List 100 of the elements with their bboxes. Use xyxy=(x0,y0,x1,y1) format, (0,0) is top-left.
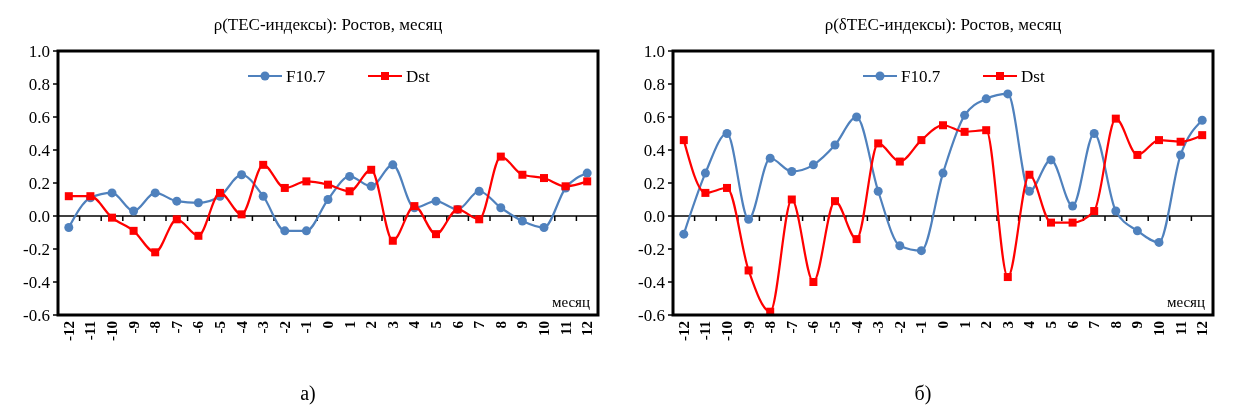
point xyxy=(172,215,181,224)
text: б) xyxy=(914,382,932,405)
legend-label: F10.7 xyxy=(901,67,941,86)
point xyxy=(518,170,527,179)
point xyxy=(679,229,689,239)
point xyxy=(917,136,926,145)
point xyxy=(345,171,355,181)
x-tick-label: -10 xyxy=(719,321,735,341)
point xyxy=(475,215,484,224)
point xyxy=(388,236,397,245)
x-tick-label: 8 xyxy=(1107,321,1124,329)
x-tick-label: -5 xyxy=(212,321,228,334)
x-tick-label: 10 xyxy=(536,321,552,336)
point xyxy=(1068,218,1077,227)
y-tick-label: 0.8 xyxy=(643,75,665,94)
point xyxy=(388,160,398,170)
point xyxy=(474,186,484,196)
x-tick-label: -3 xyxy=(870,321,887,334)
point xyxy=(744,214,754,224)
text: а) xyxy=(300,382,316,405)
point xyxy=(701,188,710,197)
point xyxy=(324,180,332,189)
x-tick-label: -7 xyxy=(783,320,800,334)
point xyxy=(873,186,883,196)
point xyxy=(280,226,290,236)
point xyxy=(1089,129,1099,138)
y-tick-label: 0.0 xyxy=(28,207,50,226)
point xyxy=(496,152,505,161)
point xyxy=(1154,237,1164,247)
point xyxy=(809,278,818,286)
x-tick-label: -6 xyxy=(805,320,822,334)
point xyxy=(852,235,861,244)
x-tick-label: -6 xyxy=(190,320,207,334)
x-tick-label: -3 xyxy=(255,321,272,334)
y-tick-label: 1.0 xyxy=(643,42,665,61)
point xyxy=(722,129,732,138)
x-tick-label: 7 xyxy=(471,320,488,329)
x-axis-title: месяц xyxy=(551,294,590,310)
x-tick-label: -4 xyxy=(848,320,865,334)
x-tick-label: -1 xyxy=(913,321,930,334)
point xyxy=(194,231,203,240)
point xyxy=(172,196,182,206)
x-tick-label: 8 xyxy=(492,321,509,329)
x-tick-label: -12 xyxy=(675,321,692,341)
x-tick-label: 7 xyxy=(1086,320,1103,329)
point xyxy=(700,168,710,178)
legend-label: Dst xyxy=(1021,67,1045,86)
x-tick-label: 5 xyxy=(428,321,444,329)
point xyxy=(679,136,688,145)
point xyxy=(64,192,73,201)
point xyxy=(787,195,796,204)
x-tick-label: -8 xyxy=(147,321,164,334)
x-tick-label: -10 xyxy=(104,321,120,341)
point xyxy=(129,226,138,235)
point xyxy=(107,188,117,198)
x-tick-label: -8 xyxy=(762,321,779,334)
y-tick-label: 0.4 xyxy=(28,141,51,160)
point xyxy=(960,127,969,136)
x-tick-label: -11 xyxy=(82,321,99,341)
point xyxy=(1025,170,1034,179)
point xyxy=(1176,150,1186,160)
x-tick-label: 3 xyxy=(999,321,1016,329)
legend-label: F10.7 xyxy=(286,67,326,86)
x-tick-label: 0 xyxy=(320,321,336,329)
x-tick-label: 9 xyxy=(514,321,531,329)
x-tick-label: 10 xyxy=(1151,321,1167,336)
point xyxy=(345,187,354,196)
point xyxy=(1132,226,1142,236)
x-axis-title: месяц xyxy=(1166,294,1205,310)
point xyxy=(831,197,839,206)
point xyxy=(150,188,160,198)
point xyxy=(1003,89,1013,99)
x-tick-label: 12 xyxy=(1194,321,1211,336)
point xyxy=(1197,115,1207,125)
point xyxy=(108,213,116,222)
y-tick-label: 0.2 xyxy=(28,174,50,193)
y-tick-label: 0.2 xyxy=(643,174,665,193)
point xyxy=(496,203,506,213)
x-tick-label: -12 xyxy=(60,321,77,341)
x-tick-label: -1 xyxy=(298,321,315,334)
point xyxy=(808,160,818,170)
point xyxy=(237,210,246,219)
point xyxy=(874,139,883,148)
point xyxy=(301,226,311,236)
y-tick-label: 0.8 xyxy=(28,75,50,94)
point xyxy=(765,153,775,163)
point xyxy=(852,112,862,122)
point xyxy=(787,166,797,176)
point xyxy=(1176,137,1185,146)
point xyxy=(1133,150,1142,159)
point xyxy=(982,126,991,135)
y-tick-label: -0.6 xyxy=(638,306,665,325)
x-tick-label: 1 xyxy=(956,321,973,329)
point xyxy=(916,246,926,256)
point xyxy=(280,183,289,192)
point xyxy=(830,140,840,150)
point xyxy=(1155,136,1163,145)
x-tick-label: 1 xyxy=(341,321,358,329)
y-tick-label: 0.4 xyxy=(643,141,666,160)
point xyxy=(723,183,731,192)
